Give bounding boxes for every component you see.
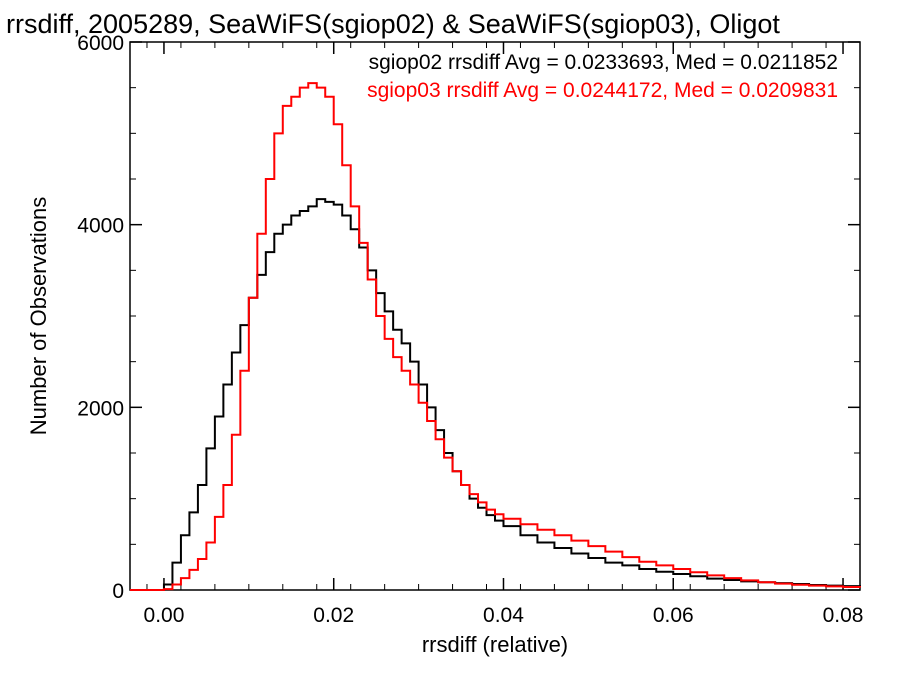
chart-title: rrsdiff, 2005289, SeaWiFS(sgiop02) & Sea… bbox=[6, 9, 780, 39]
x-tick-label: 0.06 bbox=[653, 604, 694, 627]
series-sgiop03-line bbox=[130, 82, 861, 591]
y-tick-label: 0 bbox=[112, 580, 124, 603]
plot-frame bbox=[129, 41, 861, 591]
axis-ticks bbox=[130, 41, 861, 591]
series-lines bbox=[130, 82, 861, 591]
x-tick-label: 0.04 bbox=[483, 604, 524, 627]
stats-annotation-sgiop02: sgiop02 rrsdiff Avg = 0.0233693, Med = 0… bbox=[369, 51, 838, 74]
y-tick-label: 2000 bbox=[77, 397, 124, 420]
y-axis-label: Number of Observations bbox=[26, 197, 51, 435]
series-sgiop02-line bbox=[130, 198, 861, 591]
x-tick-label: 0.02 bbox=[313, 604, 354, 627]
x-tick-label: 0.08 bbox=[823, 604, 864, 627]
y-tick-label: 4000 bbox=[77, 215, 124, 238]
stats-annotation-sgiop03: sgiop03 rrsdiff Avg = 0.0244172, Med = 0… bbox=[367, 79, 838, 102]
x-tick-label: 0.00 bbox=[144, 604, 185, 627]
x-axis-label: rrsdiff (relative) bbox=[422, 632, 568, 657]
axis-tick-labels: 0.00 0.02 0.04 0.06 0.08 0 2000 4000 6000 bbox=[77, 32, 863, 627]
y-tick-label: 6000 bbox=[77, 32, 124, 55]
